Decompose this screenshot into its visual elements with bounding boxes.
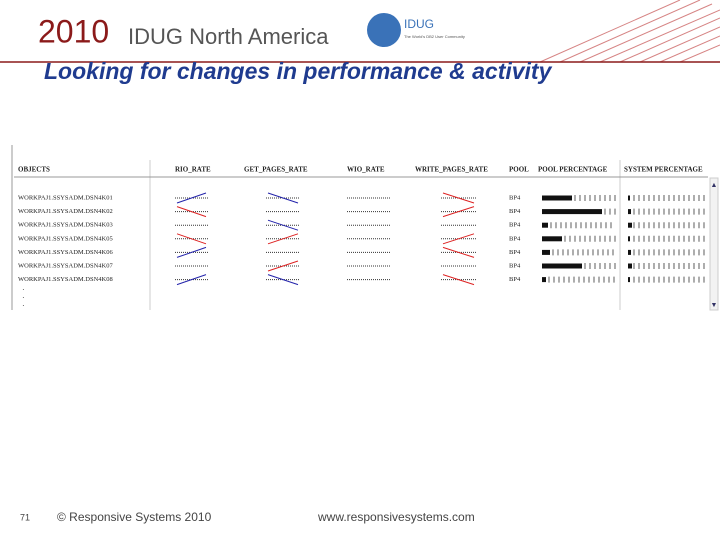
header-stripes: [539, 0, 720, 63]
slide-title: Looking for changes in performance & act…: [44, 58, 553, 84]
pool-bar: [542, 209, 602, 215]
more-rows: ·: [22, 301, 25, 310]
pool-bar: [542, 263, 582, 269]
logo-tagline: The World's DB2 User Community: [404, 34, 465, 39]
sparkline: [267, 192, 299, 204]
footer-url: www.responsivesystems.com: [317, 510, 475, 524]
pool-bar: [542, 236, 562, 242]
pool-name: BP4: [509, 262, 521, 269]
pool-bar: [542, 195, 572, 201]
pool-name: BP4: [509, 249, 521, 256]
object-name: WORKPAJ1.SSYSADM.DSN4K08: [18, 276, 113, 283]
pool-name: BP4: [509, 194, 521, 201]
pool-name: BP4: [509, 222, 521, 229]
column-header: SYSTEM PERCENTAGE: [624, 166, 703, 174]
object-name: WORKPAJ1.SSYSADM.DSN4K03: [18, 222, 113, 229]
sparkline: [267, 233, 299, 245]
sparkline: [267, 219, 299, 231]
sparkline: [442, 206, 475, 218]
pool-bar: [542, 222, 548, 228]
system-bar: [628, 236, 630, 242]
sparkline: [176, 233, 207, 245]
header-year: 2010: [38, 13, 109, 49]
column-header: OBJECTS: [18, 166, 50, 174]
object-name: WORKPAJ1.SSYSADM.DSN4K02: [18, 208, 113, 215]
table: ▲ ▼ · · · OBJECTS RIO_RATE GET_PAGES_RATE W…: [11, 145, 719, 311]
system-bar: [628, 195, 630, 201]
sparkline: [176, 206, 207, 218]
sparkline: [176, 246, 207, 258]
pool-name: BP4: [509, 276, 521, 283]
pool-bar: [542, 249, 550, 255]
object-name: WORKPAJ1.SSYSADM.DSN4K01: [18, 194, 113, 201]
system-bar: [628, 222, 632, 228]
table-frame: [12, 145, 718, 310]
page-number: 71: [20, 512, 30, 522]
system-bar: [628, 249, 631, 255]
scroll-down[interactable]: ▼: [711, 302, 718, 309]
scrollbar[interactable]: [709, 177, 719, 311]
scroll-up[interactable]: ▲: [711, 182, 718, 189]
column-header: RIO_RATE: [175, 166, 211, 174]
logo-text: IDUG: [404, 17, 434, 31]
pool-name: BP4: [509, 208, 521, 215]
object-name: WORKPAJ1.SSYSADM.DSN4K06: [18, 249, 114, 256]
header-event: IDUG North America: [128, 24, 329, 49]
system-bar: [628, 209, 631, 215]
sparkline: [267, 260, 299, 272]
pool-bar: [542, 277, 546, 283]
sparkline: [442, 192, 475, 204]
sparkline: [442, 246, 475, 258]
column-header: WRITE_PAGES_RATE: [415, 166, 488, 174]
more-rows: ·: [22, 293, 25, 302]
column-header: POOL PERCENTAGE: [538, 166, 608, 174]
sparkline: [176, 192, 207, 204]
column-header: WIO_RATE: [347, 166, 385, 174]
sparkline: [442, 233, 475, 245]
sparkline: [442, 274, 475, 286]
sparkline: [267, 274, 299, 286]
system-bar: [628, 263, 632, 269]
object-name: WORKPAJ1.SSYSADM.DSN4K05: [18, 235, 113, 242]
column-header: GET_PAGES_RATE: [244, 166, 308, 174]
pool-name: BP4: [509, 235, 521, 242]
footer-copyright: © Responsive Systems 2010: [57, 510, 212, 524]
logo-globe: [367, 13, 401, 47]
object-name: WORKPAJ1.SSYSADM.DSN4K07: [18, 262, 114, 269]
system-bar: [628, 277, 630, 283]
column-header: POOL: [509, 166, 529, 174]
sparkline: [176, 274, 207, 286]
more-rows: ·: [22, 285, 25, 294]
